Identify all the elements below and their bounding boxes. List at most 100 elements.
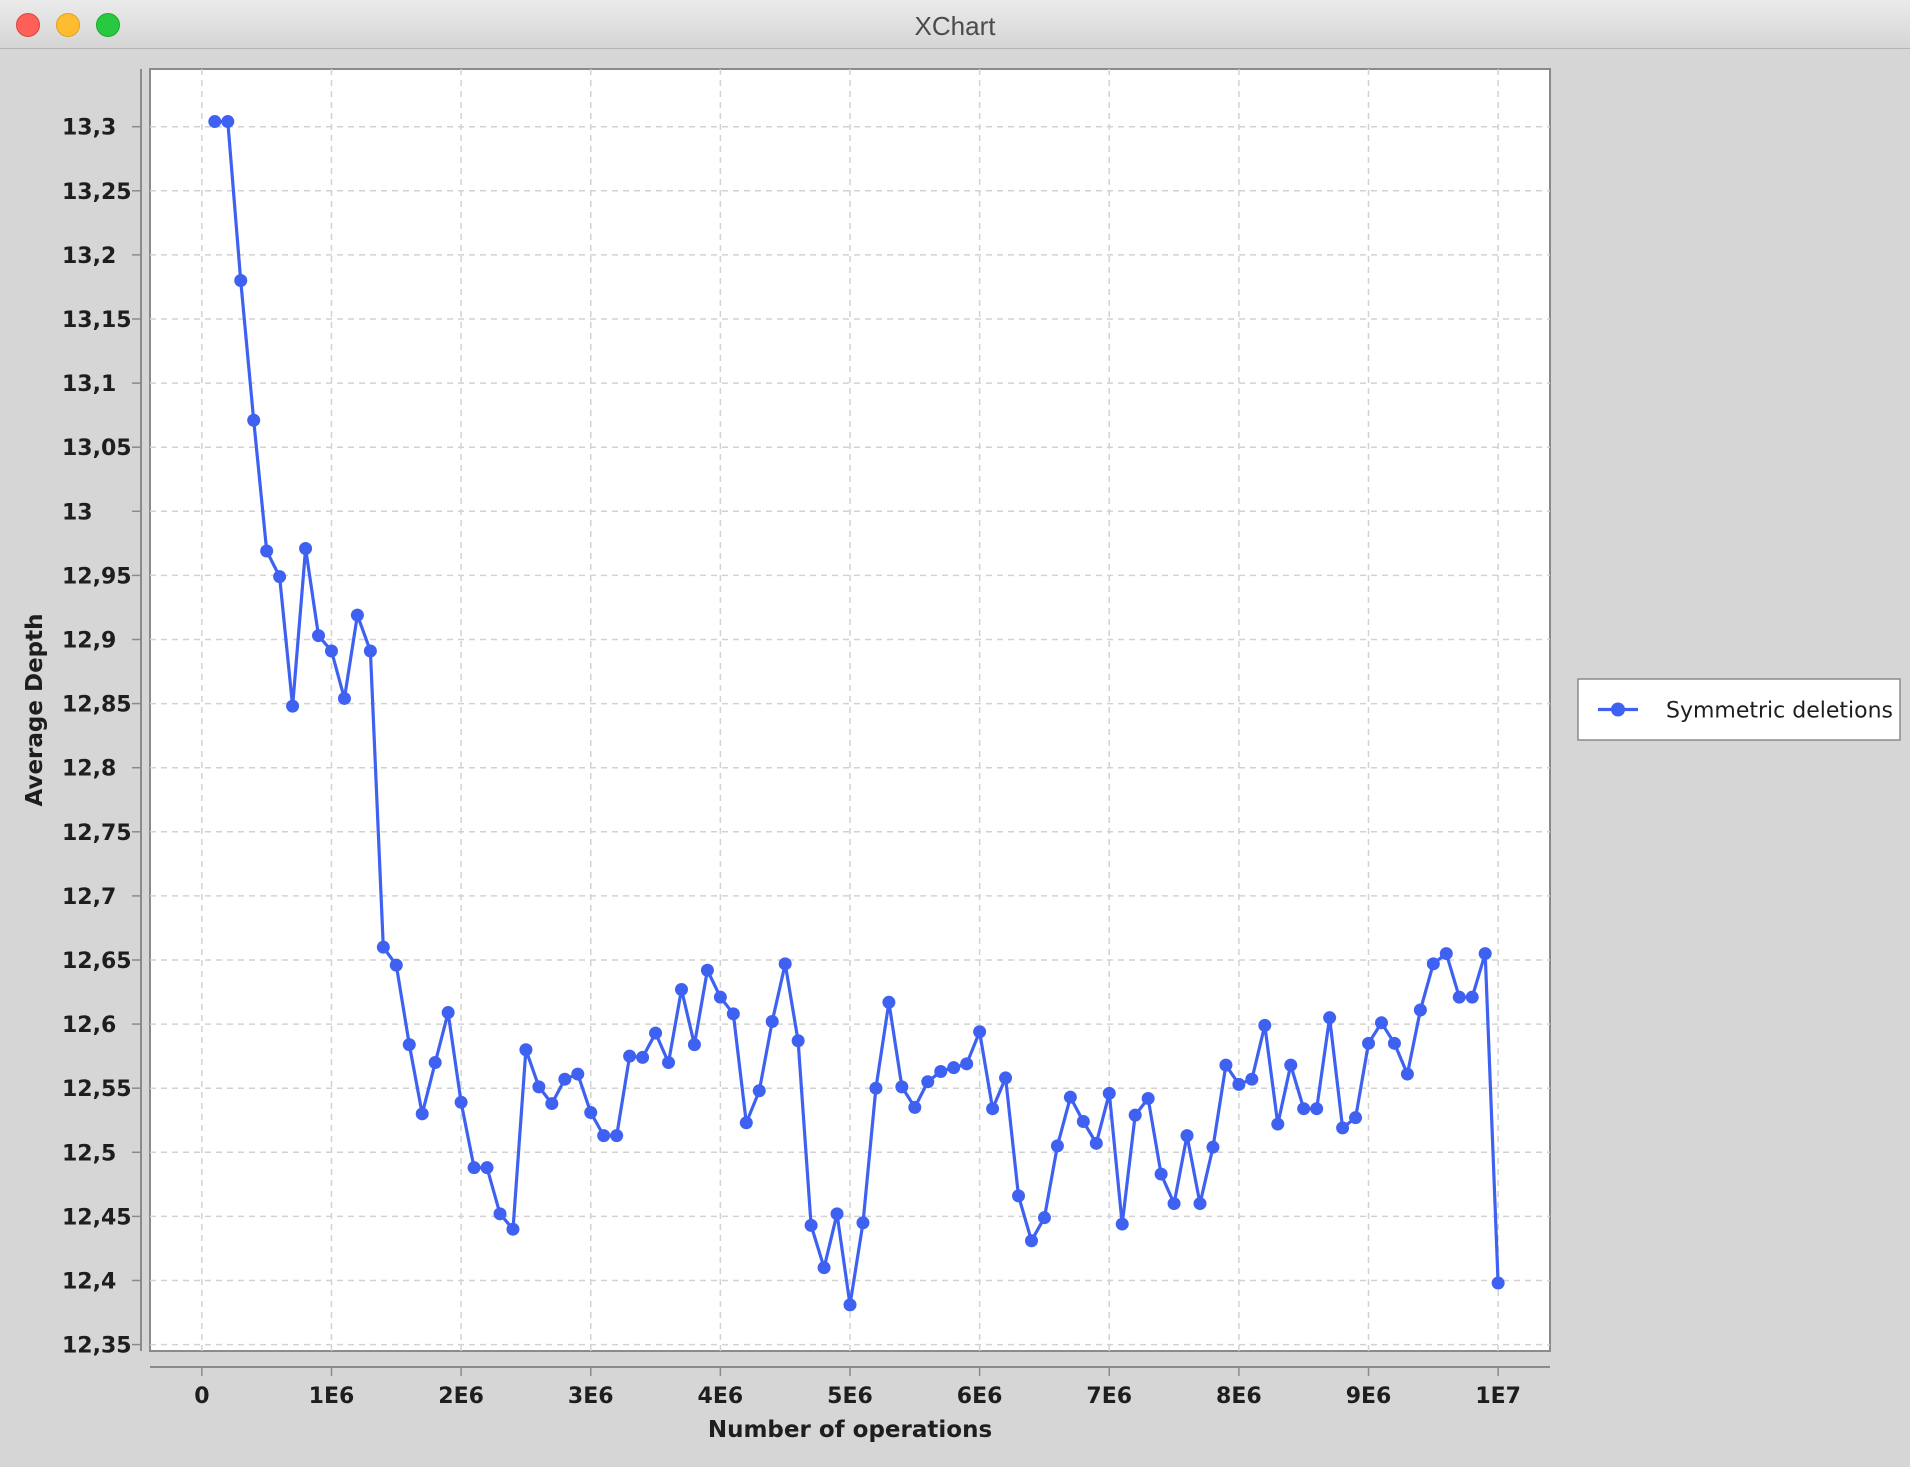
data-point (934, 1065, 948, 1079)
data-point (286, 699, 300, 713)
data-point (1245, 1072, 1259, 1086)
data-point (363, 644, 377, 658)
x-tick-label: 1E7 (1475, 1384, 1521, 1409)
data-point (1050, 1139, 1064, 1153)
y-tick-label: 13,25 (62, 180, 132, 205)
data-point (1426, 957, 1440, 971)
y-tick-label: 12,45 (62, 1205, 132, 1230)
data-point (1037, 1211, 1051, 1225)
y-tick-label: 13,05 (62, 436, 132, 461)
data-point (350, 608, 364, 622)
data-point (493, 1207, 507, 1221)
data-point (1219, 1058, 1233, 1072)
series-layer (208, 115, 1505, 1312)
data-point (804, 1218, 818, 1232)
title-bar: XChart (0, 0, 1910, 49)
minimize-window-button[interactable] (56, 13, 80, 37)
data-point (1141, 1091, 1155, 1105)
y-tick-label: 13,2 (62, 244, 116, 269)
data-point (1063, 1090, 1077, 1104)
x-tick-label: 3E6 (568, 1384, 614, 1409)
data-point (752, 1084, 766, 1098)
data-point (1284, 1058, 1298, 1072)
data-point (312, 629, 326, 643)
data-point (273, 570, 287, 584)
y-tick-label: 13,1 (62, 372, 116, 397)
x-tick-label: 5E6 (827, 1384, 873, 1409)
data-point (1323, 1011, 1337, 1025)
y-axis-title: Average Depth (22, 613, 48, 806)
data-point (260, 544, 274, 558)
data-point (973, 1025, 987, 1039)
y-tick-label: 12,95 (62, 564, 132, 589)
data-point (869, 1081, 883, 1095)
data-point (1167, 1197, 1181, 1211)
data-point (221, 115, 235, 129)
data-point (1024, 1234, 1038, 1248)
data-point (597, 1129, 611, 1143)
data-point (830, 1207, 844, 1221)
axes: 0 1E6 2E6 3E6 4E6 5E6 6E6 7E6 8E6 9E6 1E7 12,35 12,4… (22, 69, 1550, 1443)
data-point (908, 1100, 922, 1114)
data-point (1491, 1276, 1505, 1290)
data-point (1310, 1102, 1324, 1116)
y-tick-label: 12,35 (62, 1334, 132, 1359)
y-tick-label: 13,15 (62, 308, 132, 333)
close-window-button[interactable] (16, 13, 40, 37)
data-point (1349, 1111, 1363, 1125)
data-point (1297, 1102, 1311, 1116)
data-point (1400, 1067, 1414, 1081)
data-point (558, 1072, 572, 1086)
data-point (999, 1071, 1013, 1085)
y-tick-label: 12,6 (62, 1013, 116, 1038)
legend-label: Symmetric deletions (1666, 699, 1893, 724)
data-point (856, 1216, 870, 1230)
data-point (921, 1075, 935, 1089)
line-chart: 0 1E6 2E6 3E6 4E6 5E6 6E6 7E6 8E6 9E6 1E7 12,35 12,4… (22, 68, 1901, 1443)
x-tick-label: 1E6 (309, 1384, 355, 1409)
data-point (299, 541, 313, 555)
x-tick-label: 0 (194, 1384, 209, 1409)
data-point (467, 1161, 481, 1175)
y-tick-label: 12,9 (62, 628, 116, 653)
grid-lines (150, 69, 1550, 1351)
data-point (960, 1057, 974, 1071)
data-point (610, 1129, 624, 1143)
data-point (1413, 1003, 1427, 1017)
series-line (214, 119, 1500, 1307)
data-point (337, 691, 351, 705)
y-tick-label: 12,55 (62, 1077, 132, 1102)
data-point (1271, 1117, 1285, 1131)
data-point (519, 1043, 533, 1057)
data-point (1206, 1140, 1220, 1154)
data-point (1180, 1129, 1194, 1143)
data-point (428, 1056, 442, 1070)
data-point (817, 1261, 831, 1275)
data-point (454, 1095, 468, 1109)
legend-marker (1611, 702, 1625, 717)
x-tick-label: 8E6 (1216, 1384, 1262, 1409)
data-point (480, 1161, 494, 1175)
data-point (986, 1102, 1000, 1116)
y-tick-label: 13,3 (62, 116, 116, 141)
data-point (389, 958, 403, 972)
y-tick-label: 12,8 (62, 757, 116, 782)
data-point (882, 995, 896, 1009)
data-point (1258, 1018, 1272, 1032)
data-point (674, 982, 688, 996)
data-point (532, 1080, 546, 1094)
data-point (208, 115, 222, 129)
data-point (1387, 1036, 1401, 1050)
data-point (649, 1026, 663, 1040)
y-tick-label: 12,85 (62, 693, 132, 718)
x-tick-label: 4E6 (698, 1384, 744, 1409)
x-tick-label: 2E6 (438, 1384, 484, 1409)
data-point (1193, 1197, 1207, 1211)
data-point (1478, 947, 1492, 961)
data-point (726, 1007, 740, 1021)
y-tick-label: 12,7 (62, 885, 116, 910)
data-point (1374, 1016, 1388, 1030)
data-point (1102, 1086, 1116, 1100)
maximize-window-button[interactable] (96, 13, 120, 37)
